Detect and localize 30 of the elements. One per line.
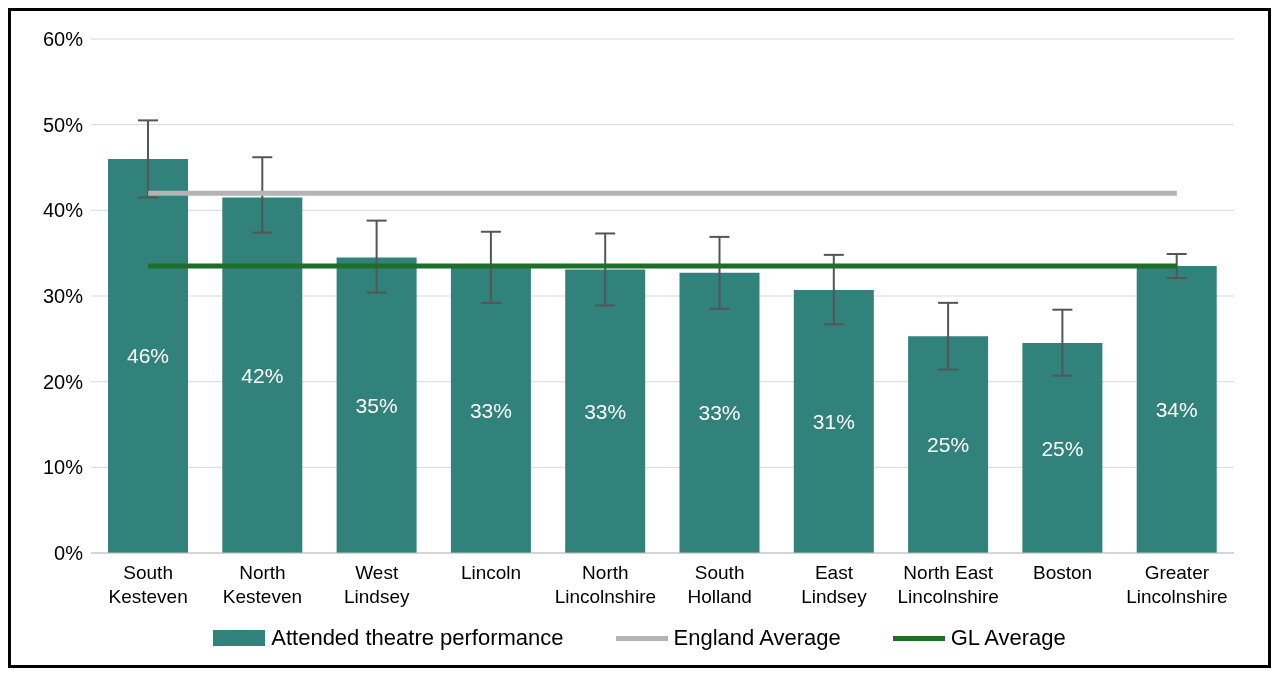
data-label: 33% bbox=[469, 398, 512, 422]
x-tick-label: West Lindsey bbox=[344, 562, 410, 607]
legend-label: England Average bbox=[673, 625, 841, 651]
data-label: 46% bbox=[126, 344, 170, 368]
y-tick-label: 30% bbox=[42, 285, 84, 308]
y-tick-label: 0% bbox=[54, 542, 84, 565]
data-label: 25% bbox=[927, 433, 970, 457]
y-tick-label: 40% bbox=[42, 199, 84, 222]
x-tick-label: Lincoln bbox=[460, 562, 522, 583]
y-tick-label: 10% bbox=[42, 456, 84, 479]
data-label: 42% bbox=[241, 363, 284, 387]
data-label: 33% bbox=[584, 399, 627, 423]
y-tick-label: 20% bbox=[42, 370, 84, 393]
x-tick-label: South Holland bbox=[687, 562, 752, 607]
x-tick-label: North Lincolnshire bbox=[554, 562, 657, 607]
data-label: 35% bbox=[355, 393, 398, 417]
x-tick-label: East Lindsey bbox=[801, 562, 868, 607]
data-label: 34% bbox=[1155, 397, 1198, 421]
x-tick-label: South Kesteven bbox=[108, 562, 188, 607]
legend-label: Attended theatre performance bbox=[271, 625, 564, 651]
data-label: 25% bbox=[1041, 436, 1084, 460]
data-label: 33% bbox=[698, 401, 741, 425]
x-tick-label: Greater Lincolnshire bbox=[1126, 562, 1228, 607]
x-tick-label: North Kesteven bbox=[222, 562, 303, 607]
y-tick-label: 60% bbox=[42, 28, 84, 51]
legend-label: GL Average bbox=[950, 625, 1066, 651]
x-tick-label: Boston bbox=[1032, 562, 1093, 583]
x-tick-label: North East Lincolnshire bbox=[897, 562, 999, 607]
data-label: 31% bbox=[812, 409, 855, 433]
y-tick-label: 50% bbox=[42, 113, 84, 136]
